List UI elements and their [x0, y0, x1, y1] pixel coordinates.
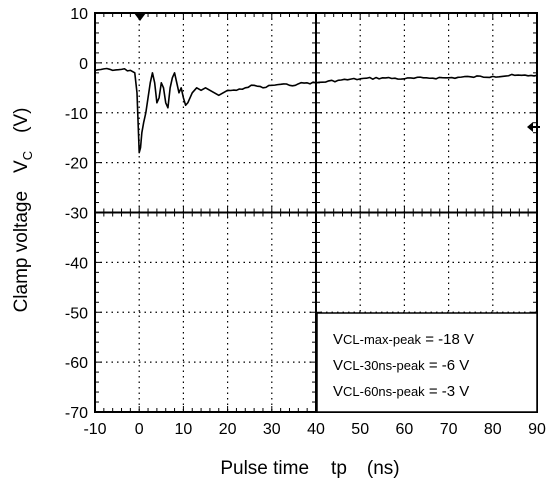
x-tick-label: 80: [484, 421, 502, 438]
x-tick-label: 60: [396, 421, 414, 438]
x-tick-label: 70: [440, 421, 458, 438]
trigger-marker-icon: [134, 13, 146, 21]
x-axis-title: Pulse time tp (ns): [220, 458, 399, 479]
x-tick-label: 90: [528, 421, 546, 438]
annotation-line-2: VCL-30ns-peak = -6 V: [333, 357, 469, 374]
x-tick-label: 10: [175, 421, 193, 438]
series-line-clamp-voltage: [94, 67, 538, 154]
x-tick-label: 0: [135, 421, 144, 438]
y-tick-label: -40: [65, 255, 88, 272]
y-axis-title: Clamp voltageVC(V): [11, 108, 35, 313]
y-tick-label: 0: [79, 56, 88, 73]
y-tick-label: -20: [65, 156, 88, 173]
y-tick-label: -30: [65, 206, 88, 223]
annotation-box: VCL-max-peak = -18 V VCL-30ns-peak = -6 …: [316, 312, 538, 413]
y-tick-label: -60: [65, 355, 88, 372]
y-tick-label: -10: [65, 106, 88, 123]
ground-reference-marker-icon: [527, 122, 540, 132]
y-tick-label: 10: [70, 6, 88, 23]
x-tick-label: 30: [263, 421, 281, 438]
x-tick-label: -10: [83, 421, 106, 438]
x-tick-label: 20: [219, 421, 237, 438]
y-tick-label: -70: [65, 405, 88, 422]
annotation-line-3: VCL-60ns-peak = -3 V: [333, 383, 469, 400]
annotation-frame: [316, 312, 538, 413]
x-tick-labels: -10 0 10 20 30 40 50 60 70 80 90: [83, 421, 546, 438]
y-tick-labels: 10 0 -10 -20 -30 -40 -50 -60 -70: [65, 6, 88, 422]
y-tick-label: -50: [65, 305, 88, 322]
annotation-line-1: VCL-max-peak = -18 V: [333, 331, 474, 348]
x-tick-label: 40: [307, 421, 325, 438]
x-tick-label: 50: [351, 421, 369, 438]
